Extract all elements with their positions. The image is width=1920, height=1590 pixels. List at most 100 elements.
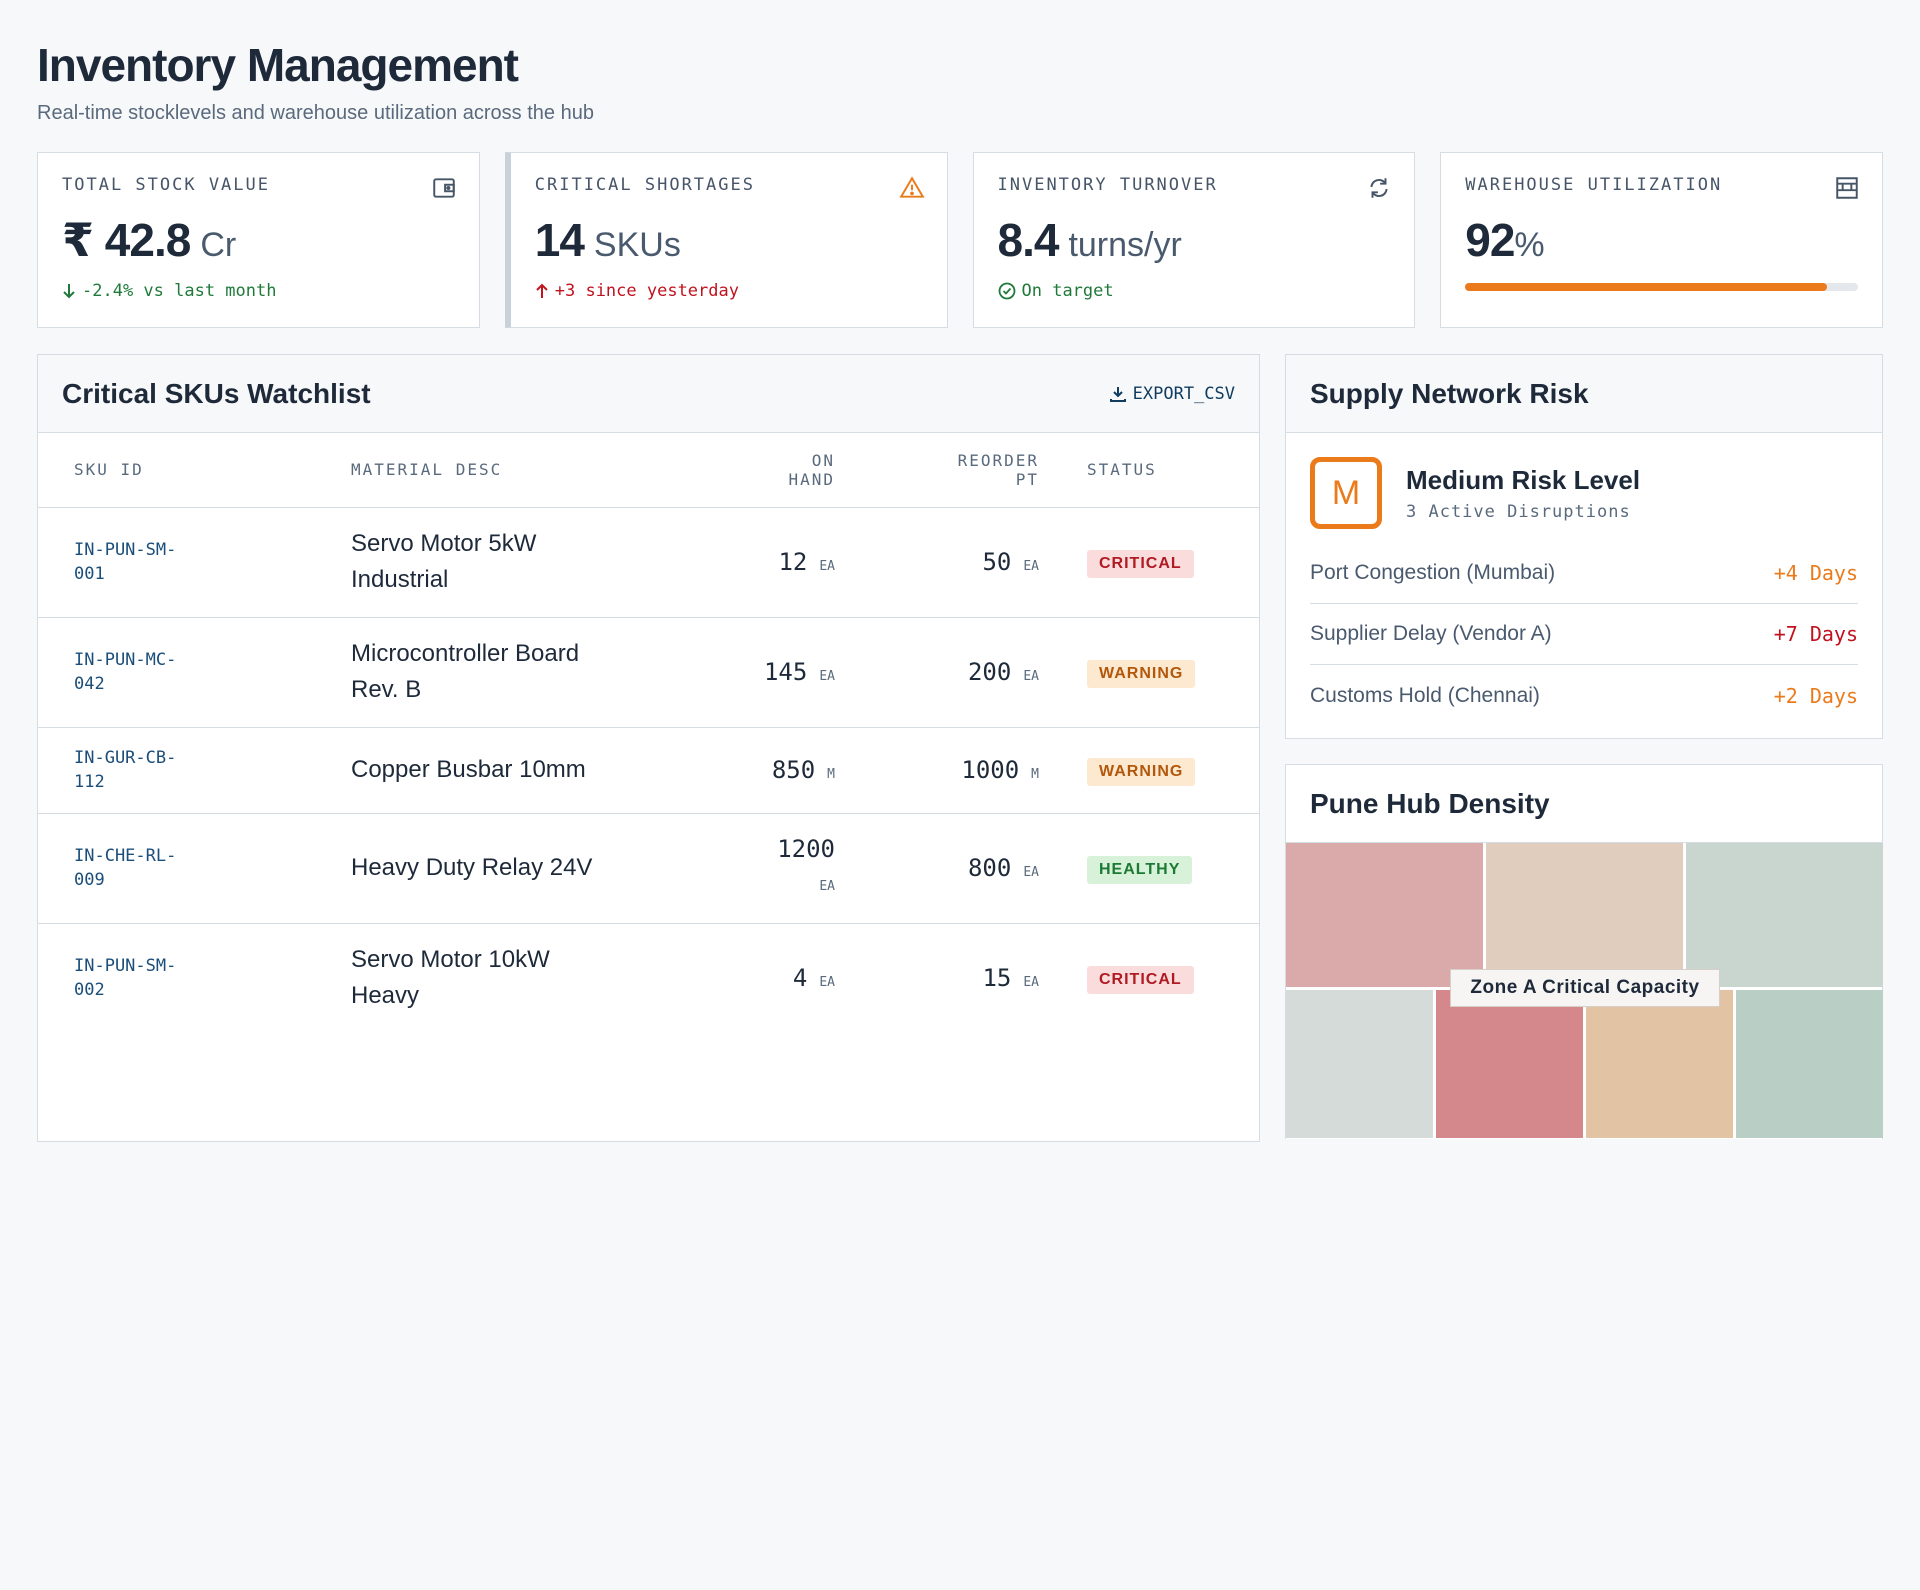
kpi-delta-text: On target bbox=[1021, 281, 1114, 301]
kpi-unit: turns/yr bbox=[1068, 226, 1182, 264]
on-hand-value: 145 bbox=[763, 658, 808, 686]
page-title: Inventory Management bbox=[37, 39, 519, 91]
table-row[interactable]: IN-GUR-CB- 112 Copper Busbar 10mm 850 M 10… bbox=[38, 727, 1259, 813]
kpi-value: 8.4 turns/yr bbox=[998, 213, 1391, 267]
risk-summary: M Medium Risk Level 3 Active Disruptions bbox=[1310, 457, 1858, 529]
status-badge: CRITICAL bbox=[1087, 965, 1194, 994]
hub-density-panel: Pune Hub Density Zone A Critical Capacit… bbox=[1285, 764, 1883, 1139]
reorder-value: 15 bbox=[982, 964, 1012, 993]
reorder-value: 200 bbox=[967, 658, 1012, 686]
heatmap-cell-zone-b1[interactable] bbox=[1286, 990, 1433, 1138]
col-header-desc[interactable]: MATERIAL DESC bbox=[351, 460, 503, 480]
risk-level-badge: M bbox=[1310, 457, 1382, 529]
material-desc-line2: Industrial bbox=[351, 566, 449, 593]
sku-id-line2: 001 bbox=[74, 564, 105, 584]
material-desc-line1: Microcontroller Board bbox=[351, 640, 580, 667]
material-desc-line1: Servo Motor 5kW bbox=[351, 530, 537, 557]
table-row[interactable]: IN-CHE-RL- 009 Heavy Duty Relay 24V 1200 E… bbox=[38, 813, 1259, 923]
kpi-label: INVENTORY TURNOVER bbox=[997, 175, 1218, 195]
kpi-card-inventory-turnover: INVENTORY TURNOVER 8.4 turns/yr On targe… bbox=[972, 152, 1416, 328]
kpi-delta-text: +3 since yesterday bbox=[554, 281, 739, 301]
kpi-delta: -2.4% vs last month bbox=[62, 281, 455, 301]
status-badge: CRITICAL bbox=[1087, 549, 1194, 578]
col-header-sku[interactable]: SKU ID bbox=[74, 460, 144, 480]
col-header-reorder[interactable]: REORDER PT bbox=[835, 433, 1039, 507]
hub-density-title: Pune Hub Density bbox=[1310, 787, 1550, 819]
kpi-main-value: 14 bbox=[534, 214, 585, 266]
on-hand-value: 12 bbox=[778, 548, 808, 576]
reorder-unit: EA bbox=[1023, 669, 1039, 684]
supply-risk-panel: Supply Network Risk M Medium Risk Level … bbox=[1285, 354, 1883, 739]
kpi-unit: SKUs bbox=[593, 226, 681, 264]
risk-item-delay: +4 Days bbox=[1773, 561, 1858, 585]
arrow-down-icon bbox=[63, 284, 75, 299]
table-row[interactable]: IN-PUN-SM- 002 Servo Motor 10kW Heavy 4 EA … bbox=[38, 923, 1259, 1033]
status-badge: WARNING bbox=[1087, 757, 1196, 786]
export-csv-button[interactable]: EXPORT_CSV bbox=[1109, 384, 1235, 404]
reorder-unit: EA bbox=[1023, 559, 1039, 574]
col-header-on-hand[interactable]: ON HAND bbox=[645, 433, 835, 507]
heatmap-cell-zone-b2[interactable] bbox=[1436, 990, 1583, 1138]
kpi-value: ₹ 42.8 Cr bbox=[62, 213, 455, 267]
sku-id-line1: IN-CHE-RL- bbox=[74, 846, 177, 866]
kpi-delta-text: -2.4% vs last month bbox=[82, 281, 277, 301]
reorder-value: 50 bbox=[982, 548, 1012, 576]
kpi-value: 14 SKUs bbox=[535, 213, 923, 267]
col-header-on-hand-line1: ON bbox=[811, 450, 835, 470]
heatmap-cell-zone-a2[interactable] bbox=[1486, 843, 1683, 987]
supply-risk-body: M Medium Risk Level 3 Active Disruptions… bbox=[1286, 433, 1882, 750]
sku-id-line1: IN-PUN-MC- bbox=[74, 650, 177, 670]
risk-disruption-count: 3 Active Disruptions bbox=[1406, 501, 1631, 522]
risk-item-delay: +7 Days bbox=[1773, 622, 1858, 646]
download-icon bbox=[1109, 386, 1126, 402]
dashboard-page: Inventory Management Real-time stockleve… bbox=[37, 39, 1883, 1142]
risk-item-delay: +2 Days bbox=[1773, 683, 1858, 708]
table-row[interactable]: IN-PUN-MC- 042 Microcontroller Board Rev. … bbox=[38, 617, 1259, 727]
kpi-value: 92% bbox=[1465, 213, 1858, 267]
col-header-reorder-line1: REORDER bbox=[957, 450, 1039, 470]
kpi-delta: +3 since yesterday bbox=[535, 281, 923, 301]
heatmap-cell-zone-b4[interactable] bbox=[1736, 990, 1883, 1138]
sku-id: IN-PUN-SM- 002 bbox=[74, 954, 224, 1002]
warehouse-icon bbox=[1836, 177, 1858, 199]
sku-id-line2: 042 bbox=[74, 674, 105, 694]
density-heatmap: Zone A Critical Capacity bbox=[1286, 843, 1883, 1139]
on-hand-unit: M bbox=[827, 767, 835, 782]
right-column: Supply Network Risk M Medium Risk Level … bbox=[1285, 354, 1883, 1142]
watchlist-header: Critical SKUs Watchlist EXPORT_CSV bbox=[38, 355, 1259, 433]
arrow-up-icon bbox=[536, 283, 548, 298]
heatmap-cell-zone-b3[interactable] bbox=[1586, 990, 1733, 1138]
on-hand-unit: EA bbox=[819, 975, 835, 991]
sku-id: IN-CHE-RL- 009 bbox=[74, 844, 224, 892]
sku-id-line2: 009 bbox=[74, 870, 105, 890]
sku-id-line1: IN-GUR-CB- bbox=[74, 748, 177, 768]
material-desc-line1: Heavy Duty Relay 24V bbox=[351, 854, 593, 881]
status-badge: HEALTHY bbox=[1087, 855, 1193, 884]
kpi-main-value: ₹ 42.8 bbox=[62, 214, 191, 266]
col-header-status[interactable]: STATUS bbox=[1087, 460, 1157, 480]
kpi-unit: % bbox=[1514, 226, 1545, 264]
risk-list: Port Congestion (Mumbai) +4 Days Supplie… bbox=[1310, 543, 1858, 726]
material-desc-line1: Copper Busbar 10mm bbox=[351, 756, 586, 783]
sku-id-line1: IN-PUN-SM- bbox=[74, 540, 177, 560]
hub-density-header: Pune Hub Density bbox=[1286, 765, 1882, 843]
kpi-delta: On target bbox=[998, 281, 1391, 301]
heatmap-cell-zone-a3[interactable] bbox=[1686, 843, 1883, 987]
utilization-progress-bar bbox=[1465, 283, 1858, 291]
risk-item-label: Port Congestion (Mumbai) bbox=[1310, 561, 1556, 584]
heatmap-cell-zone-a1[interactable] bbox=[1286, 843, 1483, 987]
risk-item[interactable]: Customs Hold (Chennai) +2 Days bbox=[1310, 665, 1858, 726]
risk-item[interactable]: Port Congestion (Mumbai) +4 Days bbox=[1310, 543, 1858, 604]
kpi-card-warehouse-utilization: WAREHOUSE UTILIZATION 92% bbox=[1440, 152, 1883, 328]
reorder-unit: EA bbox=[1023, 975, 1039, 991]
risk-item[interactable]: Supplier Delay (Vendor A) +7 Days bbox=[1310, 604, 1858, 665]
risk-item-label: Customs Hold (Chennai) bbox=[1310, 683, 1540, 707]
watchlist-panel: Critical SKUs Watchlist EXPORT_CSV SKU I… bbox=[37, 354, 1260, 1142]
col-header-on-hand-line2: HAND bbox=[788, 469, 835, 489]
status-badge: WARNING bbox=[1087, 659, 1196, 688]
watchlist-table: SKU ID MATERIAL DESC ON HAND REORDER PT … bbox=[38, 433, 1259, 1033]
table-row[interactable]: IN-PUN-SM- 001 Servo Motor 5kW Industrial … bbox=[38, 507, 1259, 617]
kpi-label: TOTAL STOCK VALUE bbox=[62, 175, 270, 195]
warning-icon bbox=[898, 176, 925, 198]
kpi-card-critical-shortages: CRITICAL SHORTAGES 14 SKUs +3 since yest… bbox=[504, 152, 948, 328]
